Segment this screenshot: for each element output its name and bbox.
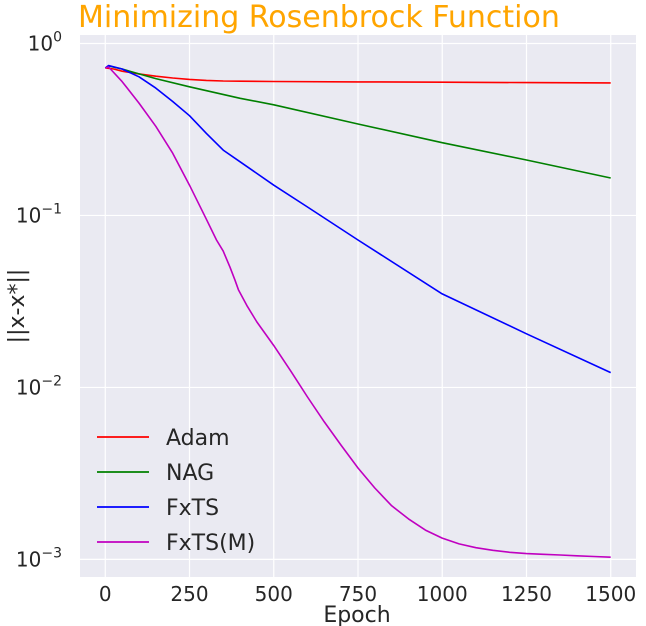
legend: Adam NAG FxTS FxTS(M) bbox=[97, 426, 255, 556]
x-tick-label: 750 bbox=[339, 582, 377, 606]
legend-label-nag: NAG bbox=[166, 461, 214, 486]
x-tick-labels: 0 250 500 750 1000 1250 1500 bbox=[99, 582, 636, 606]
x-tick-label: 500 bbox=[255, 582, 293, 606]
y-tick-label: 10−1 bbox=[16, 201, 62, 227]
x-tick-label: 1250 bbox=[501, 582, 552, 606]
series-line-fxts-m bbox=[105, 66, 611, 558]
grid-lines bbox=[80, 35, 636, 577]
chart-title: Minimizing Rosenbrock Function bbox=[78, 0, 560, 35]
legend-label-fxts: FxTS bbox=[166, 496, 219, 521]
x-axis-label: Epoch bbox=[323, 603, 390, 626]
y-axis-label: ||x-x*|| bbox=[5, 269, 30, 344]
x-tick-label: 1500 bbox=[585, 582, 636, 606]
x-tick-label: 0 bbox=[99, 582, 112, 606]
series-line-fxts bbox=[104, 64, 612, 374]
series-lines bbox=[104, 64, 612, 558]
y-tick-label: 10−3 bbox=[16, 545, 62, 571]
y-tick-label: 10−2 bbox=[16, 373, 62, 399]
legend-label-fxts-m: FxTS(M) bbox=[166, 531, 255, 556]
legend-label-adam: Adam bbox=[166, 426, 230, 451]
x-tick-label: 1000 bbox=[417, 582, 468, 606]
y-tick-labels: 100 10−1 10−2 10−3 bbox=[16, 29, 62, 571]
y-tick-label: 100 bbox=[28, 29, 62, 55]
x-tick-label: 250 bbox=[170, 582, 208, 606]
